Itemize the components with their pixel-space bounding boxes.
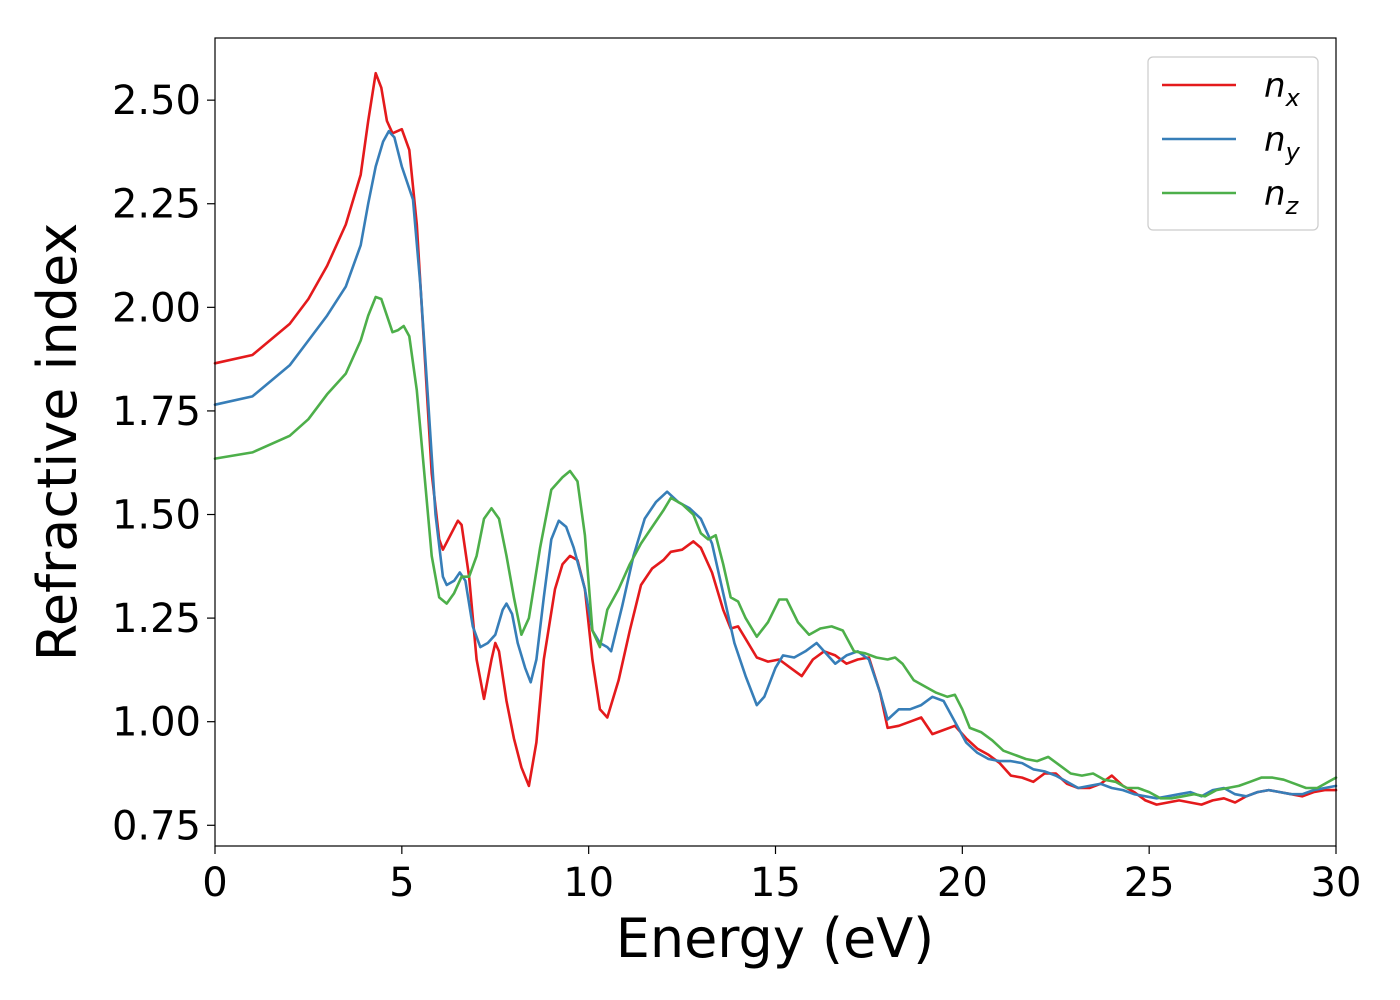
- y-axis-label: Refractive index: [26, 223, 89, 662]
- y-tick-label: 1.50: [112, 493, 201, 539]
- x-tick-label: 0: [202, 860, 227, 906]
- y-tick-label: 1.00: [112, 700, 201, 746]
- x-axis-label: Energy (eV): [616, 907, 935, 970]
- series-line-nz: [213, 295, 1338, 800]
- legend-box: [1147, 56, 1319, 231]
- y-tick-label: 2.00: [112, 285, 201, 331]
- y-tick-label: 1.75: [112, 389, 201, 435]
- y-tick-label: 0.75: [112, 803, 201, 849]
- y-tick-label: 2.25: [112, 182, 201, 228]
- y-tick-label: 2.50: [112, 78, 201, 124]
- series-layer: [213, 71, 1338, 806]
- series-line-nx: [213, 71, 1338, 806]
- x-tick-label: 20: [937, 860, 988, 906]
- series-line-ny: [213, 129, 1338, 800]
- x-tick-label: 5: [389, 860, 414, 906]
- y-tick-label: 1.25: [112, 596, 201, 642]
- x-tick-label: 30: [1311, 860, 1362, 906]
- x-tick-label: 15: [750, 860, 801, 906]
- x-axis: 0 5 10 15 20 25 30: [202, 846, 1361, 906]
- x-tick-label: 10: [563, 860, 614, 906]
- x-tick-label: 25: [1124, 860, 1175, 906]
- y-axis: 0.75 1.00 1.25 1.50 1.75 2.00 2.25 2.50: [112, 78, 215, 849]
